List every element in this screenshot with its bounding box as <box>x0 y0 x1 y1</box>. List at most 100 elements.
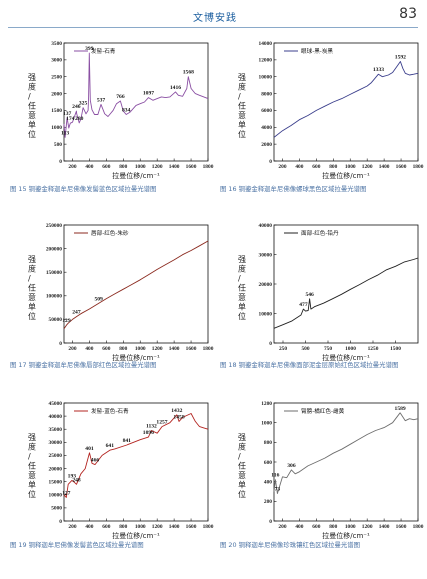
peak-label: 280 <box>75 116 84 122</box>
x-axis-title: 拉曼位移/cm⁻¹ <box>322 353 370 362</box>
x-tick-label: 200 <box>278 524 286 530</box>
x-tick-label: 1400 <box>169 346 180 352</box>
y-tick-label: 500 <box>54 142 62 148</box>
y-tick-label: 20000 <box>49 466 63 472</box>
y-tick-label: 40000 <box>259 223 273 229</box>
y-tick-label: 100000 <box>46 294 62 300</box>
x-tick-label: 1600 <box>186 164 197 170</box>
x-tick-label: 800 <box>329 524 337 530</box>
x-tick-label: 500 <box>301 346 309 352</box>
x-tick-label: 400 <box>85 164 93 170</box>
x-tick-label: 250 <box>279 346 287 352</box>
y-tick-label: 200000 <box>46 246 62 252</box>
x-axis-title: 拉曼位移/cm⁻¹ <box>322 531 370 540</box>
legend-label: 唇部-红色-朱砂 <box>91 229 129 237</box>
x-tick-label: 1200 <box>362 524 373 530</box>
peak-label: 401 <box>85 446 94 452</box>
peak-label: 641 <box>106 443 115 449</box>
peak-label: 834 <box>122 107 131 113</box>
series-line <box>273 61 419 138</box>
peak-label: 1568 <box>183 70 194 76</box>
y-tick-label: 3500 <box>51 41 62 47</box>
figure-caption: 图 15 铜鎏金释迦牟尼佛像发髻蓝色区域拉曼光谱图 <box>10 185 157 193</box>
y-axis-title: 强度/任意单位 <box>28 73 36 139</box>
raman-chart-4: 0 10000 20000 30000 40000 250 500 750 1000 1250 15… <box>218 215 423 365</box>
chart-svg: 0 50000 100000 150000 200000 250000 200 400 600 8… <box>28 223 214 362</box>
x-tick-label: 600 <box>312 524 320 530</box>
figure-caption: 图 20 铜释迦牟尼佛像珍珠镶红色区域拉曼光谱图 <box>220 541 361 549</box>
x-tick-label: 1600 <box>186 346 197 352</box>
raman-chart-6: 0 200 400 600 800 1000 1200 200 400 600 800 1000 120… <box>218 393 424 543</box>
x-tick-label: 1600 <box>396 524 407 530</box>
x-tick-label: 1600 <box>186 524 197 530</box>
y-tick-label: 250000 <box>46 223 62 229</box>
x-tick-label: 800 <box>119 164 127 170</box>
peak-label: 174 <box>66 116 75 122</box>
x-tick-label: 400 <box>85 524 93 530</box>
x-tick-label: 1400 <box>169 524 180 530</box>
x-tick-label: 800 <box>119 346 127 352</box>
y-tick-label: 30000 <box>259 252 273 258</box>
plot-frame <box>273 224 419 344</box>
peak-label: 537 <box>97 97 106 103</box>
y-tick-label: 2000 <box>51 91 62 97</box>
chart-svg: 0 2000 4000 6000 8000 10000 12000 14000 200 400 60… <box>238 41 424 180</box>
x-tick-label: 200 <box>68 524 76 530</box>
y-tick-label: 40000 <box>49 414 63 420</box>
peak-label: 113 <box>61 130 69 136</box>
y-tick-label: 4000 <box>261 125 272 131</box>
peak-label: 1432 <box>171 408 182 414</box>
x-tick-label: 1200 <box>152 346 163 352</box>
y-tick-label: 14000 <box>259 41 273 47</box>
figure-caption: 图 17 铜鎏金释迦牟尼佛像唇部红色区域拉曼光谱图 <box>10 361 157 369</box>
x-tick-label: 400 <box>295 524 303 530</box>
x-tick-label: 1000 <box>135 346 146 352</box>
x-tick-label: 1000 <box>345 346 356 352</box>
y-tick-label: 10000 <box>49 493 63 499</box>
y-tick-label: 0 <box>269 341 272 347</box>
y-tick-label: 150000 <box>46 270 62 276</box>
peak-label: 766 <box>116 94 125 100</box>
y-tick-label: 50000 <box>49 317 63 323</box>
y-tick-label: 30000 <box>49 440 63 446</box>
peak-label: 399 <box>85 46 94 52</box>
x-axis-title: 拉曼位移/cm⁻¹ <box>112 353 160 362</box>
x-tick-label: 1800 <box>413 164 424 170</box>
page-header: 文博安践 83 <box>0 0 427 34</box>
peak-label: 466 <box>91 458 100 464</box>
x-axis-title: 拉曼位移/cm⁻¹ <box>322 171 370 180</box>
y-tick-label: 10000 <box>259 75 273 81</box>
header-rule <box>8 27 418 28</box>
raman-chart-2: 0 2000 4000 6000 8000 10000 12000 14000 200 400 60… <box>218 33 424 183</box>
chart-svg: 0 10000 20000 30000 40000 250 500 750 1000 1250 15… <box>238 223 419 362</box>
x-tick-label: 600 <box>102 346 110 352</box>
x-tick-label: 200 <box>68 164 76 170</box>
peak-label: 248 <box>72 477 81 483</box>
x-tick-label: 1600 <box>396 164 407 170</box>
x-tick-label: 1800 <box>203 164 214 170</box>
raman-chart-3: 0 50000 100000 150000 200000 250000 200 400 600 8… <box>8 215 214 365</box>
peak-label: 509 <box>94 296 103 302</box>
legend-label: 眼球-黑-炭黑 <box>301 47 333 55</box>
header-title: 文博安践 <box>193 13 237 24</box>
chart-svg: 0 200 400 600 800 1000 1200 200 400 600 800 1000 120… <box>238 401 424 540</box>
raman-chart-1: 0 500 1000 1500 2000 2500 3000 3500 200 400 600 800… <box>8 33 214 183</box>
y-tick-label: 35000 <box>49 427 63 433</box>
figure-caption: 图 16 铜鎏金释迦牟尼佛像螺球黑色区域拉曼光谱图 <box>220 185 367 193</box>
y-tick-label: 0 <box>59 159 62 165</box>
y-tick-label: 800 <box>264 440 272 446</box>
peak-label: 246 <box>72 104 81 110</box>
series-line <box>63 52 209 138</box>
peak-label: 1097 <box>143 91 154 97</box>
y-tick-label: 10000 <box>259 311 273 317</box>
y-axis-title: 强度/任意单位 <box>238 433 246 499</box>
x-tick-label: 600 <box>102 524 110 530</box>
x-tick-label: 200 <box>278 164 286 170</box>
plot-frame <box>273 42 419 162</box>
y-axis-title: 强度/任意单位 <box>28 255 36 321</box>
y-tick-label: 45000 <box>49 401 63 407</box>
y-tick-label: 0 <box>269 159 272 165</box>
y-tick-label: 200 <box>264 499 272 505</box>
x-tick-label: 1800 <box>203 524 214 530</box>
x-axis-title: 拉曼位移/cm⁻¹ <box>112 171 160 180</box>
